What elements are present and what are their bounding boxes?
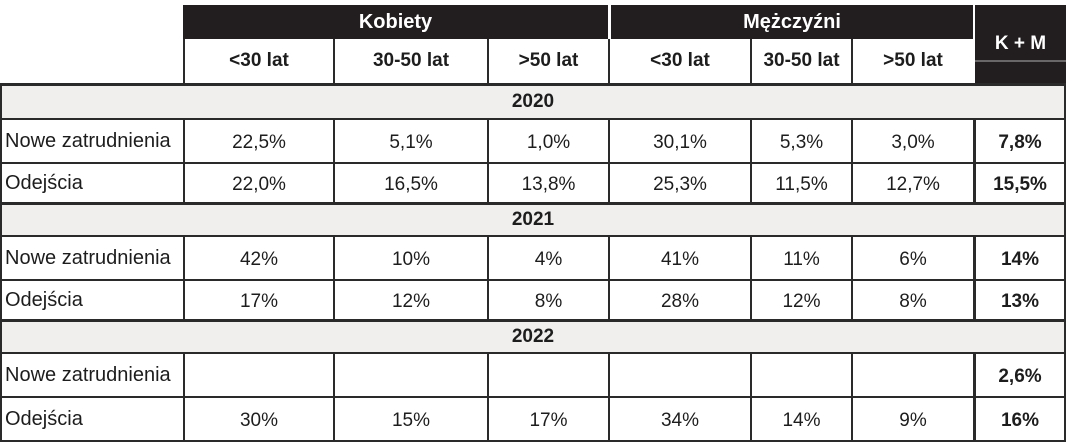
group-header-kobiety: Kobiety (183, 5, 608, 39)
value-cell: 28% (608, 281, 750, 319)
value-cell: 14% (750, 398, 851, 442)
value-cell: 5,1% (333, 120, 487, 164)
total-cell: 16% (973, 398, 1066, 442)
value-cell: 12,7% (851, 164, 973, 202)
value-cell-empty (487, 354, 608, 398)
row-label-departures: Odejścia (0, 164, 183, 202)
row-label-new-hires: Nowe zatrudnienia (0, 237, 183, 281)
age-header-mezczyzni-under30: <30 lat (608, 39, 750, 83)
row-label-departures: Odejścia (0, 398, 183, 442)
value-cell: 17% (487, 398, 608, 442)
value-cell-empty (851, 354, 973, 398)
total-cell: 13% (973, 281, 1066, 319)
group-header-mezczyzni: Mężczyźni (608, 5, 973, 39)
age-header-kobiety-over50: >50 lat (487, 39, 608, 83)
value-cell: 22,5% (183, 120, 333, 164)
value-cell: 41% (608, 237, 750, 281)
value-cell: 34% (608, 398, 750, 442)
value-cell: 12% (333, 281, 487, 319)
value-cell: 8% (487, 281, 608, 319)
value-cell-empty (608, 354, 750, 398)
age-header-kobiety-30-50: 30-50 lat (333, 39, 487, 83)
value-cell: 11% (750, 237, 851, 281)
total-cell: 15,5% (973, 164, 1066, 202)
value-cell: 3,0% (851, 120, 973, 164)
total-cell: 7,8% (973, 120, 1066, 164)
value-cell: 15% (333, 398, 487, 442)
age-header-kobiety-under30: <30 lat (183, 39, 333, 83)
year-band-2022: 2022 (0, 319, 1066, 354)
value-cell: 30,1% (608, 120, 750, 164)
row-label-departures: Odejścia (0, 281, 183, 319)
year-band-2020: 2020 (0, 83, 1066, 120)
value-cell: 6% (851, 237, 973, 281)
value-cell: 5,3% (750, 120, 851, 164)
value-cell: 42% (183, 237, 333, 281)
age-header-mezczyzni-over50: >50 lat (851, 39, 973, 83)
value-cell-empty (333, 354, 487, 398)
value-cell: 9% (851, 398, 973, 442)
total-cell: 2,6% (973, 354, 1066, 398)
value-cell-empty (183, 354, 333, 398)
value-cell: 22,0% (183, 164, 333, 202)
value-cell: 30% (183, 398, 333, 442)
row-label-new-hires: Nowe zatrudnienia (0, 354, 183, 398)
value-cell: 13,8% (487, 164, 608, 202)
value-cell: 16,5% (333, 164, 487, 202)
value-cell: 11,5% (750, 164, 851, 202)
value-cell: 10% (333, 237, 487, 281)
value-cell: 8% (851, 281, 973, 319)
year-band-2021: 2021 (0, 202, 1066, 237)
value-cell: 17% (183, 281, 333, 319)
value-cell-empty (750, 354, 851, 398)
age-header-mezczyzni-30-50: 30-50 lat (750, 39, 851, 83)
value-cell: 12% (750, 281, 851, 319)
total-column-header: K + M (973, 5, 1066, 83)
corner-blank (0, 39, 183, 83)
value-cell: 25,3% (608, 164, 750, 202)
total-cell: 14% (973, 237, 1066, 281)
row-label-new-hires: Nowe zatrudnienia (0, 120, 183, 164)
value-cell: 4% (487, 237, 608, 281)
corner-blank (0, 5, 183, 39)
value-cell: 1,0% (487, 120, 608, 164)
